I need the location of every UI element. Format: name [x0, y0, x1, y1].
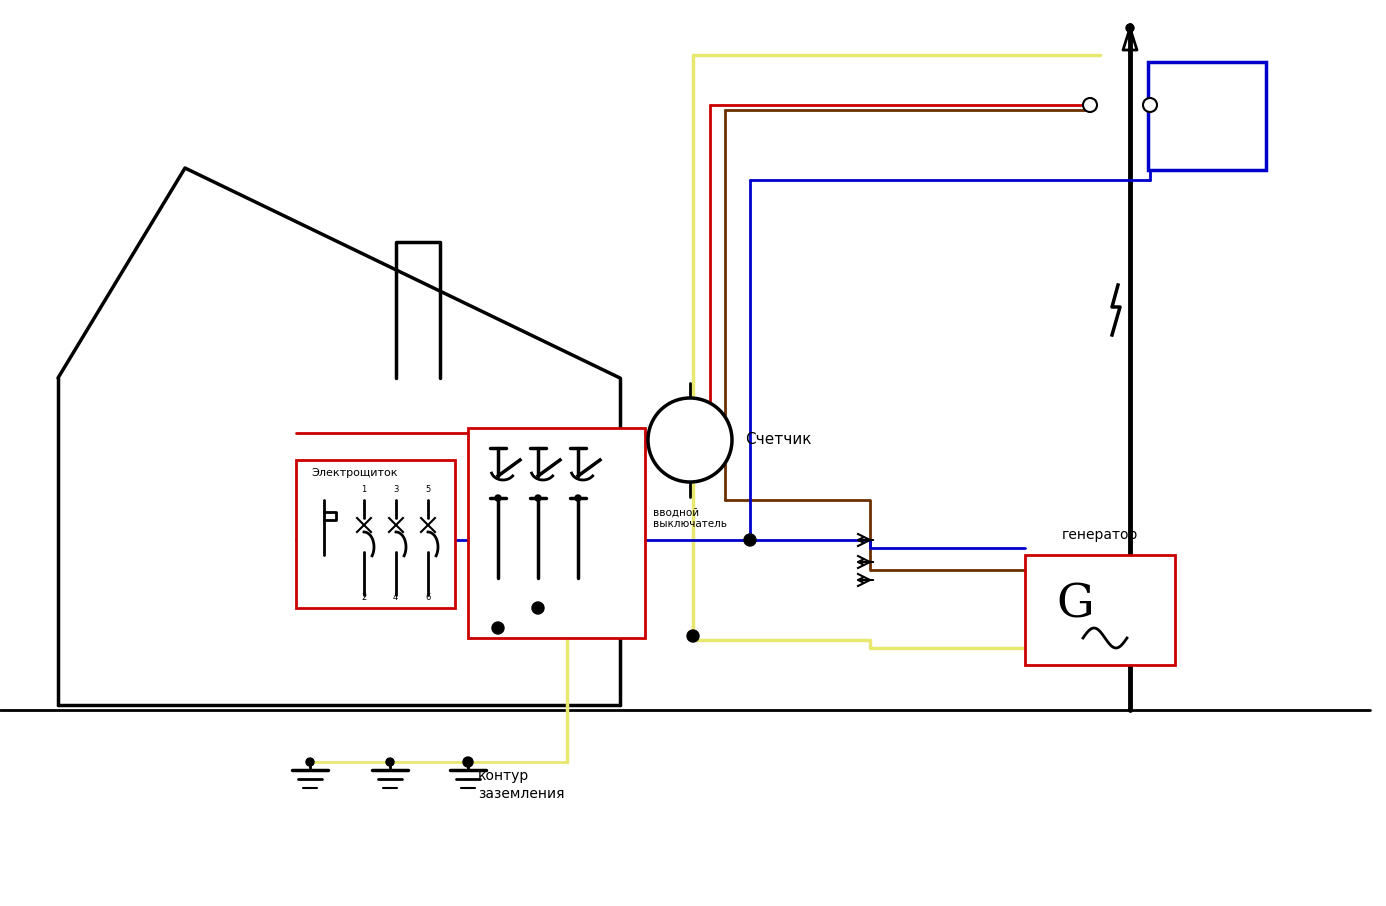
Circle shape: [306, 758, 315, 766]
Text: 4: 4: [394, 593, 398, 602]
Text: 1: 1: [360, 485, 366, 494]
Circle shape: [535, 495, 541, 501]
Text: Электрощиток: Электрощиток: [310, 468, 398, 478]
Circle shape: [532, 602, 543, 614]
Circle shape: [649, 398, 732, 482]
Circle shape: [495, 495, 500, 501]
Circle shape: [1143, 98, 1157, 112]
Circle shape: [744, 534, 755, 546]
Circle shape: [385, 758, 394, 766]
Bar: [1148, 62, 1265, 170]
Circle shape: [464, 758, 473, 766]
Bar: [297, 460, 455, 608]
Bar: [1026, 555, 1175, 665]
Text: заземления: заземления: [478, 787, 564, 801]
Text: вводной
выключатель: вводной выключатель: [653, 507, 728, 529]
Text: 6: 6: [426, 593, 431, 602]
Circle shape: [1082, 98, 1096, 112]
Circle shape: [463, 757, 473, 767]
Text: 2: 2: [360, 593, 366, 602]
Circle shape: [687, 630, 699, 642]
Circle shape: [1125, 24, 1134, 32]
Text: генератор: генератор: [1062, 528, 1138, 542]
Text: контур: контур: [478, 769, 529, 783]
Text: G: G: [1056, 583, 1094, 628]
Text: 5: 5: [426, 485, 430, 494]
Circle shape: [492, 622, 505, 634]
Text: Счетчик: Счетчик: [746, 432, 811, 448]
Text: 3: 3: [394, 485, 398, 494]
Bar: [468, 428, 644, 638]
Circle shape: [575, 495, 581, 501]
